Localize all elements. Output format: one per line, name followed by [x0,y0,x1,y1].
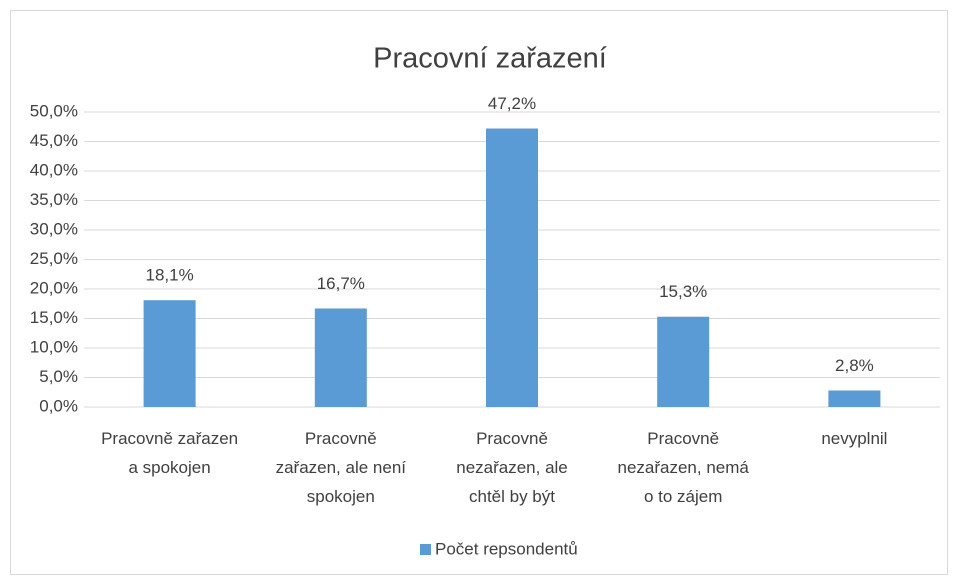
y-tick-label: 10,0% [30,337,78,356]
x-tick-label: Pracovně zařazen a spokojen [101,429,239,477]
data-label: 2,8% [835,356,874,375]
y-tick-label: 5,0% [39,367,78,386]
y-tick-label: 50,0% [30,101,78,120]
data-label: 47,2% [488,94,536,113]
bar [143,300,196,407]
x-tick-label: nevyplnil [821,429,888,448]
y-tick-label: 30,0% [30,219,78,238]
data-label: 15,3% [659,282,707,301]
x-tick-label: Pracovně zařazen, ale není spokojen [275,429,406,506]
bar [828,390,881,407]
y-tick-label: 35,0% [30,190,78,209]
bar [657,316,710,407]
chart-title: Pracovní zařazení [373,43,607,75]
x-tick-label: Pracovně nezařazen, nemá o to zájem [617,429,749,506]
bar [314,308,367,407]
y-tick-label: 20,0% [30,278,78,297]
data-label: 16,7% [317,274,365,293]
x-tick-label: Pracovně nezařazen, ale chtěl by být [456,429,568,506]
bar [486,128,538,407]
legend-label: Počet repsondentů [435,539,578,558]
y-tick-label: 15,0% [30,308,78,327]
chart-border [10,10,948,575]
y-tick-label: 25,0% [30,249,78,268]
y-tick-label: 0,0% [39,396,78,415]
y-tick-label: 40,0% [30,160,78,179]
legend-swatch [420,544,431,555]
y-tick-label: 45,0% [30,131,78,150]
data-label: 18,1% [145,266,193,285]
